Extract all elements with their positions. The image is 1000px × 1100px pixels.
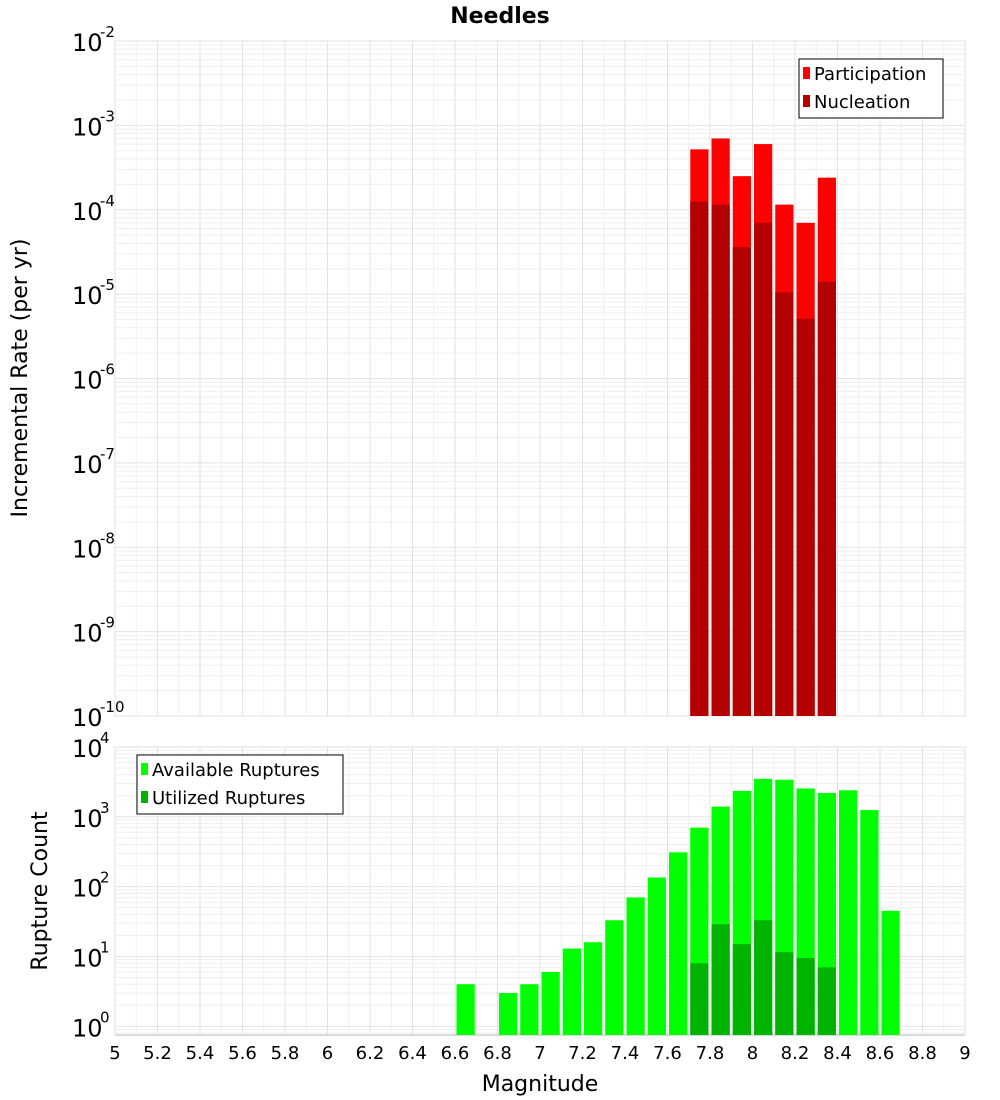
bar xyxy=(499,992,518,1035)
y-tick-exponent: -9 xyxy=(100,614,115,632)
y-tick-label: 10 xyxy=(72,113,103,141)
y-tick-label: 10 xyxy=(72,704,103,732)
y-tick-exponent: -5 xyxy=(100,276,115,294)
y-tick-label: 10 xyxy=(72,875,103,903)
bar xyxy=(817,281,836,716)
bar xyxy=(690,201,709,716)
y-tick-exponent: -3 xyxy=(100,107,115,125)
y-tick-label: 10 xyxy=(72,1014,103,1042)
x-tick-label: 5.6 xyxy=(228,1043,257,1064)
x-tick-label: 7.2 xyxy=(568,1043,597,1064)
x-tick-label: 8 xyxy=(747,1043,758,1064)
bar xyxy=(754,222,773,716)
y-tick-label: 10 xyxy=(72,367,103,395)
y-tick-exponent: -4 xyxy=(100,192,115,210)
bar xyxy=(732,944,751,1035)
legend-entry-label: Nucleation xyxy=(814,92,910,113)
bar xyxy=(817,967,836,1035)
legend-swatch xyxy=(141,791,148,803)
x-tick-label: 7.6 xyxy=(653,1043,682,1064)
x-tick-label: 5.4 xyxy=(186,1043,215,1064)
bar xyxy=(860,810,879,1035)
bar xyxy=(732,247,751,716)
bar xyxy=(541,971,560,1035)
bar xyxy=(775,952,794,1035)
x-tick-label: 6.8 xyxy=(483,1043,512,1064)
legend-swatch xyxy=(803,95,810,107)
series-utilized-ruptures xyxy=(690,920,836,1035)
y-tick-label: 10 xyxy=(72,805,103,833)
legend-box xyxy=(798,58,944,119)
x-tick-label: 6 xyxy=(322,1043,333,1064)
count-legend: Available Ruptures Utilized Ruptures xyxy=(136,754,344,815)
bar xyxy=(754,920,773,1035)
y-tick-exponent: 4 xyxy=(100,729,110,747)
y-tick-label: 10 xyxy=(72,198,103,226)
bar xyxy=(711,924,730,1035)
y-tick-exponent: 0 xyxy=(100,1008,110,1026)
y-tick-exponent: 1 xyxy=(100,938,110,956)
x-tick-label: 8.8 xyxy=(908,1043,937,1064)
y-tick-exponent: -10 xyxy=(100,698,125,716)
x-tick-label: 8.2 xyxy=(781,1043,810,1064)
top-y-axis-label: Incremental Rate (per yr) xyxy=(8,239,33,518)
x-tick-label: 7.4 xyxy=(611,1043,640,1064)
series-nucleation xyxy=(690,201,836,717)
rate-plot-panel: 10-1010-910-810-710-610-510-410-310-2Par… xyxy=(72,23,966,732)
bar xyxy=(647,877,666,1035)
bar xyxy=(796,318,815,716)
bar xyxy=(562,948,581,1035)
bar xyxy=(626,897,645,1035)
x-tick-label: 5.8 xyxy=(271,1043,300,1064)
legend-box xyxy=(136,754,344,815)
bar xyxy=(690,963,709,1035)
y-tick-label: 10 xyxy=(72,282,103,310)
legend-entry-label: Participation xyxy=(814,64,926,85)
bar xyxy=(839,790,858,1035)
bar xyxy=(456,984,475,1035)
bottom-y-axis-label: Rupture Count xyxy=(28,811,53,971)
x-axis-label: Magnitude xyxy=(482,1072,599,1097)
rate-grid xyxy=(114,40,966,717)
legend-swatch xyxy=(803,67,810,79)
y-tick-exponent: -8 xyxy=(100,529,115,547)
y-tick-label: 10 xyxy=(72,944,103,972)
legend-entry-label: Utilized Ruptures xyxy=(152,788,305,809)
y-tick-label: 10 xyxy=(72,620,103,648)
x-tick-label: 8.6 xyxy=(866,1043,895,1064)
x-tick-label: 5.2 xyxy=(143,1043,172,1064)
y-tick-label: 10 xyxy=(72,451,103,479)
bar xyxy=(584,942,603,1035)
y-tick-exponent: -6 xyxy=(100,361,115,379)
x-tick-label: 5 xyxy=(109,1043,120,1064)
x-tick-label: 6.6 xyxy=(441,1043,470,1064)
y-tick-exponent: 2 xyxy=(100,869,110,887)
bar xyxy=(669,852,688,1035)
y-tick-label: 10 xyxy=(72,735,103,763)
bar xyxy=(881,910,900,1035)
chart-title: Needles xyxy=(450,4,550,29)
bar xyxy=(605,920,624,1035)
legend-swatch xyxy=(141,763,148,775)
bar xyxy=(520,984,539,1035)
x-tick-label: 6.4 xyxy=(398,1043,427,1064)
x-tick-label: 9 xyxy=(959,1043,970,1064)
bar xyxy=(775,292,794,716)
y-tick-label: 10 xyxy=(72,535,103,563)
x-tick-label: 8.4 xyxy=(823,1043,852,1064)
y-tick-exponent: -7 xyxy=(100,445,115,463)
y-tick-exponent: -2 xyxy=(100,23,115,41)
y-tick-exponent: 3 xyxy=(100,799,110,817)
legend-entry-label: Available Ruptures xyxy=(152,760,320,781)
x-tick-label: 6.2 xyxy=(356,1043,385,1064)
x-tick-label: 7.8 xyxy=(696,1043,725,1064)
x-tick-label: 7 xyxy=(534,1043,545,1064)
bar xyxy=(711,204,730,717)
bar xyxy=(796,958,815,1035)
rate-legend: Participation Nucleation xyxy=(798,58,944,119)
y-tick-label: 10 xyxy=(72,29,103,57)
